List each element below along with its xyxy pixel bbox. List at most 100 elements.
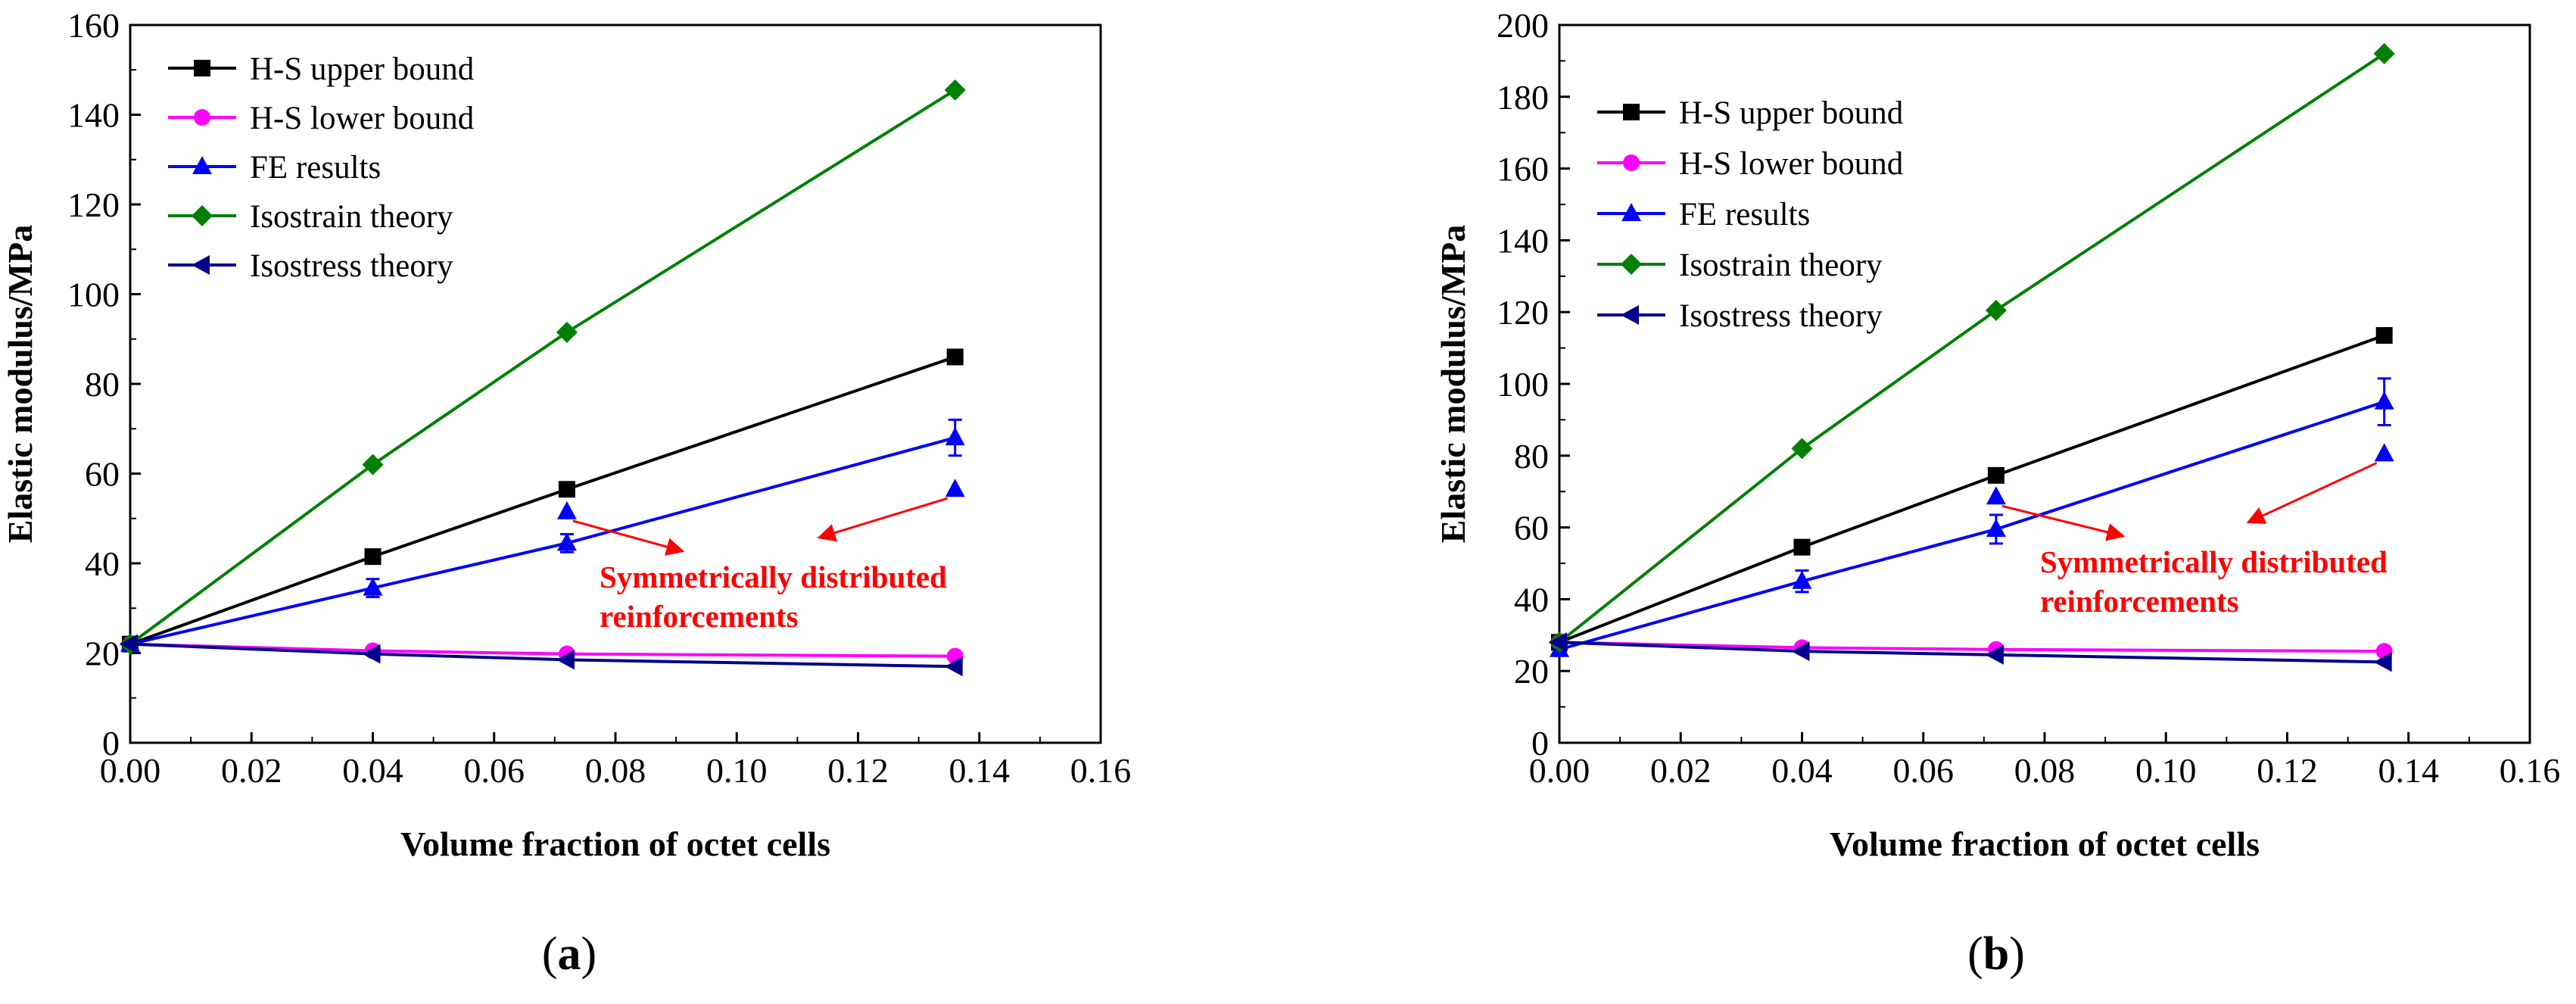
y-tick-label: 200 bbox=[1497, 6, 1549, 45]
y-tick-label: 60 bbox=[85, 455, 120, 494]
legend-item-h-s-upper-bound: H-S upper bound bbox=[168, 51, 474, 87]
data-point bbox=[1791, 641, 1810, 662]
series-line bbox=[1559, 400, 2385, 651]
series-symmetric-reinforcements bbox=[556, 479, 965, 519]
y-tick-label: 80 bbox=[85, 365, 120, 404]
x-tick-label: 0.16 bbox=[2500, 751, 2561, 790]
chart-panel-b: 0 20 40 60 80 100 120 140 160 180 200 0.00 0.02 0.04… bbox=[1434, 6, 2560, 980]
data-point bbox=[1986, 518, 2006, 537]
series-isostrain-theory bbox=[1549, 42, 2395, 653]
data-point bbox=[944, 79, 966, 101]
x-tick-label: 0.02 bbox=[221, 751, 282, 790]
series-line bbox=[1558, 52, 2385, 644]
y-tick-label: 160 bbox=[67, 6, 120, 45]
legend-marker bbox=[194, 109, 210, 126]
y-tick-label: 160 bbox=[1497, 150, 1549, 189]
y-axis: 0 20 40 60 80 100 120 140 160 180 200 bbox=[1497, 6, 1570, 762]
data-point bbox=[945, 479, 965, 497]
legend-marker bbox=[1621, 203, 1641, 221]
annotation-arrow bbox=[817, 497, 948, 542]
x-tick-label: 0.04 bbox=[1771, 751, 1833, 790]
data-point bbox=[2374, 391, 2394, 410]
legend-item-h-s-upper-bound: H-S upper bound bbox=[1597, 95, 1903, 131]
y-tick-label: 120 bbox=[1497, 293, 1549, 332]
panel-label-a: (a) bbox=[542, 928, 596, 980]
series-line bbox=[1559, 641, 2384, 653]
series-line bbox=[129, 89, 956, 646]
y-axis-title: Elastic modulus/MPa bbox=[1434, 225, 1472, 543]
legend-marker bbox=[1621, 254, 1642, 275]
annotation-symmetric-reinforcements: Symmetrically distributed reinforcements bbox=[2001, 462, 2388, 619]
data-point bbox=[362, 454, 384, 475]
series-layer bbox=[120, 79, 966, 677]
y-axis-title: Elastic modulus/MPa bbox=[1, 225, 39, 543]
legend-item-isostress-theory: Isostress theory bbox=[168, 248, 453, 284]
y-tick-label: 40 bbox=[1514, 580, 1549, 619]
data-point bbox=[120, 634, 138, 654]
series-h-s-upper-bound bbox=[1551, 327, 2393, 651]
series-line bbox=[129, 436, 956, 646]
annotation-line-2: reinforcements bbox=[600, 599, 799, 634]
legend-marker bbox=[194, 60, 210, 76]
legend-label: H-S lower bound bbox=[250, 101, 474, 136]
legend-label: Isostress theory bbox=[1679, 298, 1883, 334]
y-tick-label: 20 bbox=[85, 635, 120, 673]
series-layer bbox=[1549, 42, 2395, 672]
panel-letter-b: b bbox=[1983, 928, 2009, 980]
x-axis: 0.00 0.02 0.04 0.06 0.08 0.10 0.12 0.14 0.16 bbox=[1529, 732, 2561, 790]
data-point bbox=[945, 427, 965, 446]
x-tick-label: 0.00 bbox=[1529, 751, 1590, 790]
data-point bbox=[946, 348, 964, 366]
legend-label: H-S upper bound bbox=[250, 51, 474, 87]
data-point bbox=[1792, 570, 1812, 589]
series-line bbox=[1559, 641, 2384, 664]
y-tick-label: 120 bbox=[67, 186, 120, 224]
legend-item-fe-results: FE results bbox=[168, 150, 381, 186]
y-tick-label: 180 bbox=[1497, 78, 1549, 117]
data-point bbox=[1549, 632, 1567, 653]
legend-item-isostrain-theory: Isostrain theory bbox=[168, 199, 453, 235]
annotation-symmetric-reinforcements: Symmetrically distributed reinforcements bbox=[572, 497, 948, 634]
y-axis: 0 20 40 60 80 100 120 140 160 bbox=[67, 6, 141, 762]
series-fe-results bbox=[1550, 377, 2394, 657]
series-isostress-theory bbox=[120, 634, 963, 677]
legend-label: Isostrain theory bbox=[250, 199, 453, 235]
data-point bbox=[364, 548, 382, 566]
annotation-line-2: reinforcements bbox=[2040, 584, 2239, 619]
x-axis-title: Volume fraction of octet cells bbox=[1830, 825, 2260, 863]
y-tick-label: 0 bbox=[1531, 724, 1549, 762]
data-point bbox=[1987, 466, 2004, 484]
legend-marker bbox=[192, 205, 213, 226]
series-isostress-theory bbox=[1549, 632, 2392, 672]
y-tick-label: 60 bbox=[1514, 509, 1549, 547]
series-isostrain-theory bbox=[120, 79, 966, 655]
data-point bbox=[556, 532, 577, 551]
legend-item-h-s-lower-bound: H-S lower bound bbox=[1597, 146, 1903, 182]
y-tick-label: 20 bbox=[1514, 652, 1549, 691]
x-tick-label: 0.02 bbox=[1650, 751, 1712, 790]
y-tick-label: 140 bbox=[67, 96, 120, 135]
data-point bbox=[556, 500, 577, 519]
data-point bbox=[1986, 486, 2006, 505]
data-point bbox=[1793, 538, 1811, 556]
y-tick-label: 100 bbox=[67, 276, 120, 314]
legend-marker bbox=[192, 255, 210, 275]
x-tick-label: 0.12 bbox=[2257, 751, 2318, 790]
panel-label-b: (b) bbox=[1967, 928, 2025, 980]
legend-label: Isostrain theory bbox=[1679, 248, 1883, 283]
legend-label: Isostress theory bbox=[250, 248, 453, 284]
legend-label: H-S upper bound bbox=[1679, 95, 1903, 131]
series-line bbox=[1559, 334, 2385, 644]
data-point bbox=[556, 650, 575, 670]
data-point bbox=[1985, 644, 2004, 665]
x-tick-label: 0.04 bbox=[342, 751, 403, 790]
x-tick-label: 0.10 bbox=[2135, 751, 2197, 790]
x-tick-label: 0.14 bbox=[949, 751, 1011, 790]
data-point bbox=[2373, 652, 2392, 672]
data-point bbox=[1791, 438, 1813, 460]
x-tick-label: 0.10 bbox=[706, 751, 768, 790]
panel-letter-a: a bbox=[558, 928, 581, 980]
